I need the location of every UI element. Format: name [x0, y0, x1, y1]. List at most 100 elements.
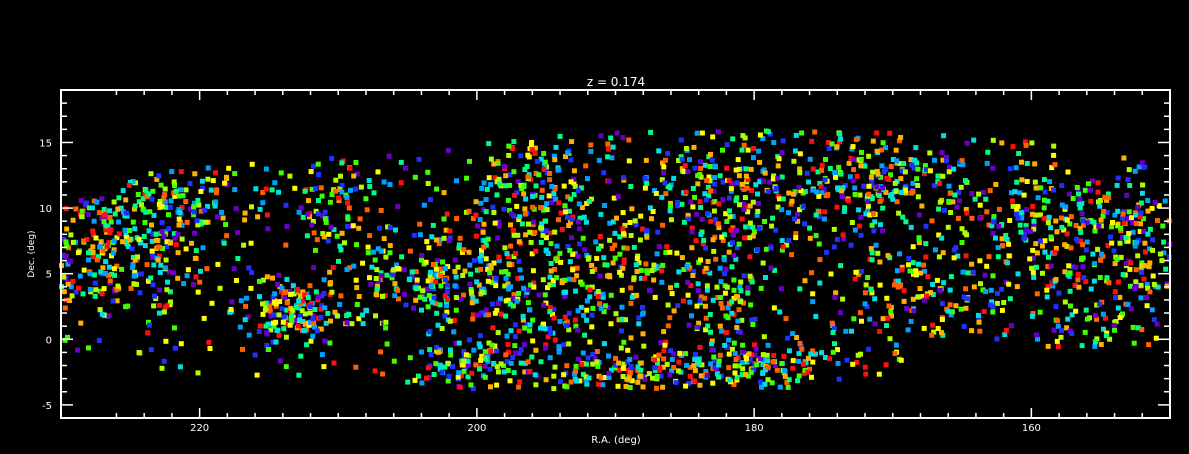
data-point — [1006, 241, 1012, 247]
data-point — [1118, 225, 1124, 231]
data-point — [550, 312, 555, 318]
data-point — [842, 205, 848, 211]
y-tick-label: 0 — [46, 335, 52, 346]
data-point — [671, 351, 677, 357]
data-point — [608, 135, 614, 141]
data-point — [652, 365, 658, 371]
data-point — [877, 282, 883, 288]
data-point — [532, 145, 538, 151]
data-point — [556, 167, 562, 173]
data-point — [1130, 324, 1136, 330]
data-point — [511, 254, 517, 259]
data-point — [338, 173, 343, 179]
data-point — [481, 207, 487, 213]
data-point — [719, 234, 725, 240]
data-point — [756, 226, 762, 232]
data-point — [249, 270, 255, 275]
data-point — [771, 305, 777, 311]
data-point — [600, 294, 606, 300]
data-point — [817, 180, 823, 186]
data-point — [610, 260, 616, 266]
data-point — [627, 356, 633, 362]
data-point — [1106, 195, 1112, 201]
data-point — [61, 236, 67, 242]
data-point — [1104, 209, 1110, 215]
data-point — [252, 352, 258, 358]
data-point — [468, 382, 474, 388]
data-point — [485, 266, 491, 272]
data-point — [90, 254, 96, 260]
data-point — [797, 286, 803, 292]
data-point — [964, 140, 970, 146]
data-point — [149, 248, 155, 254]
data-point — [834, 204, 840, 210]
data-point — [466, 362, 471, 368]
data-point — [1135, 253, 1141, 259]
data-point — [148, 275, 154, 281]
data-point — [1097, 275, 1103, 280]
data-point — [345, 200, 351, 206]
data-point — [655, 360, 660, 366]
data-point — [467, 158, 472, 164]
data-point — [937, 181, 943, 187]
data-point — [491, 210, 497, 215]
data-point — [740, 366, 746, 372]
data-point — [151, 212, 157, 218]
data-point — [620, 265, 626, 271]
data-point — [689, 313, 694, 319]
data-point — [955, 253, 961, 259]
data-point — [741, 273, 747, 279]
data-point — [987, 188, 993, 194]
data-point — [844, 357, 850, 363]
data-point — [809, 374, 814, 380]
data-point — [810, 348, 816, 354]
data-point — [150, 231, 156, 237]
data-point — [233, 206, 239, 212]
data-point — [771, 173, 777, 179]
data-point — [586, 199, 592, 204]
data-point — [677, 350, 683, 356]
data-point — [288, 291, 293, 297]
data-point — [161, 233, 167, 239]
data-point — [1001, 300, 1007, 305]
data-point — [1114, 256, 1120, 262]
data-point — [635, 379, 641, 385]
data-point — [573, 369, 578, 375]
data-point — [272, 298, 278, 304]
data-point — [897, 251, 902, 257]
data-point — [556, 200, 562, 206]
data-point — [840, 296, 846, 302]
data-point — [514, 203, 520, 209]
data-point — [563, 209, 568, 215]
data-point — [266, 300, 272, 306]
data-point — [149, 196, 155, 202]
data-point — [320, 231, 326, 237]
data-point — [619, 328, 624, 334]
data-point — [542, 292, 548, 298]
data-point — [761, 334, 767, 340]
data-point — [1150, 237, 1156, 243]
data-point — [807, 156, 813, 162]
data-point — [540, 179, 546, 185]
data-point — [132, 226, 138, 232]
data-point — [1105, 191, 1111, 197]
data-point — [426, 374, 432, 380]
data-point — [146, 278, 151, 284]
data-point — [704, 178, 710, 183]
data-point — [310, 319, 316, 325]
data-point — [608, 292, 614, 298]
data-point — [793, 132, 799, 138]
data-point — [739, 360, 745, 365]
data-point — [358, 184, 364, 190]
data-point — [1095, 246, 1101, 252]
data-point — [886, 303, 892, 309]
data-point — [648, 129, 654, 135]
data-point — [1051, 327, 1057, 333]
data-point — [829, 141, 835, 147]
data-point — [339, 230, 345, 236]
data-point — [737, 202, 742, 208]
data-point — [329, 289, 335, 295]
data-point — [419, 349, 424, 355]
data-point — [839, 194, 845, 199]
